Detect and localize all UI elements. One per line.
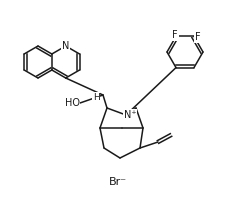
Text: F: F [172, 30, 178, 40]
Text: N: N [62, 41, 69, 51]
Text: HO: HO [64, 98, 79, 108]
Text: Br⁻: Br⁻ [109, 177, 127, 187]
Text: H: H [93, 92, 99, 102]
Text: F: F [195, 32, 201, 42]
Text: N⁺: N⁺ [124, 110, 136, 120]
